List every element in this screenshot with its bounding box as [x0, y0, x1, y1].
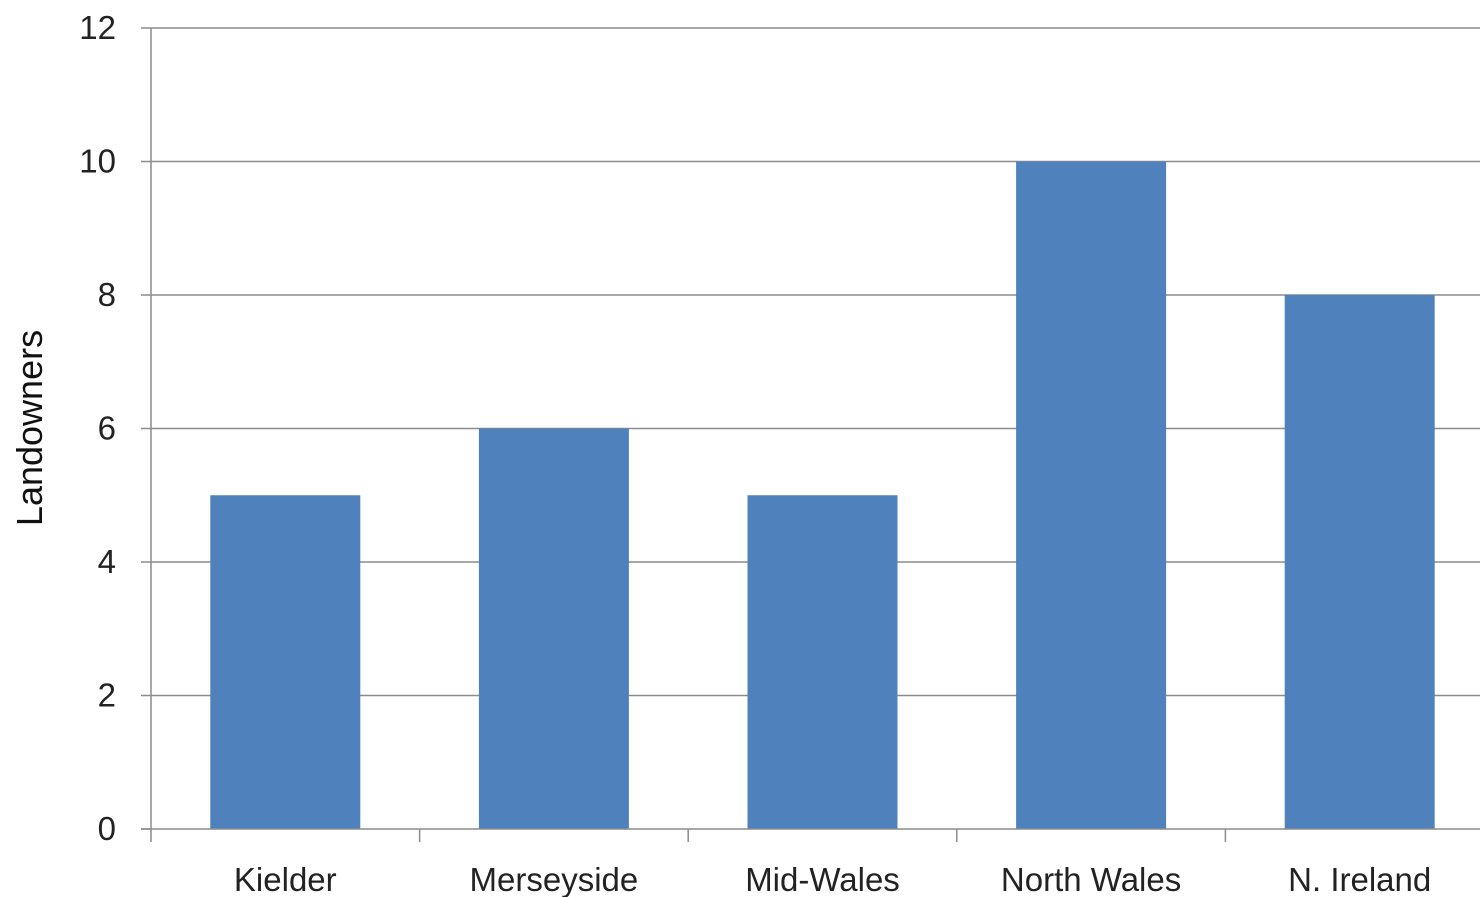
y-tick-label: 6	[98, 410, 116, 447]
y-tick-label: 10	[79, 143, 116, 180]
y-tick-label: 0	[98, 810, 116, 847]
y-tick-labels: 0 2 4 6 8 10 12	[79, 9, 116, 847]
bar-merseyside	[478, 428, 629, 829]
y-tick-label: 4	[98, 543, 116, 580]
axes	[141, 27, 1480, 842]
x-tick-labels: Kielder Merseyside Mid-Wales North Wales N. …	[234, 861, 1431, 897]
bar-mid-wales	[747, 495, 898, 829]
y-tick-label: 2	[98, 677, 116, 714]
x-tick-label: Kielder	[234, 861, 337, 897]
bars	[210, 161, 1435, 829]
gridlines	[151, 27, 1480, 697]
y-tick-label: 8	[98, 276, 116, 313]
x-tick-label: N. Ireland	[1288, 861, 1431, 897]
bar-n-ireland	[1284, 295, 1435, 829]
x-tick-label: Merseyside	[470, 861, 639, 897]
bar-north-wales	[1016, 161, 1167, 829]
y-axis-title: Landowners	[9, 330, 50, 526]
bar-kielder	[210, 495, 361, 829]
x-tick-label: Mid-Wales	[745, 861, 900, 897]
y-tick-label: 12	[79, 9, 116, 46]
x-tick-label: North Wales	[1001, 861, 1181, 897]
